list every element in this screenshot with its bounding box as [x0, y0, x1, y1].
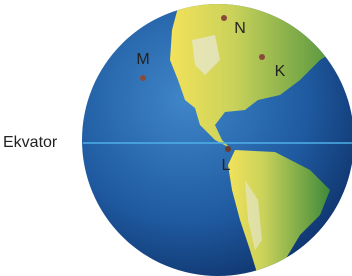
equator-label: Ekvator	[3, 134, 58, 151]
point-m	[140, 75, 146, 81]
globe-diagram: Ekvator N K M L	[0, 0, 352, 276]
point-label: L	[222, 157, 231, 174]
point-l	[225, 146, 231, 152]
point-label: K	[275, 63, 286, 80]
point-n	[221, 15, 227, 21]
point-k	[259, 54, 265, 60]
point-label: M	[136, 51, 149, 68]
page: Ekvator N K M L (() => { const data = JS…	[0, 0, 352, 276]
point-label: N	[234, 20, 246, 37]
